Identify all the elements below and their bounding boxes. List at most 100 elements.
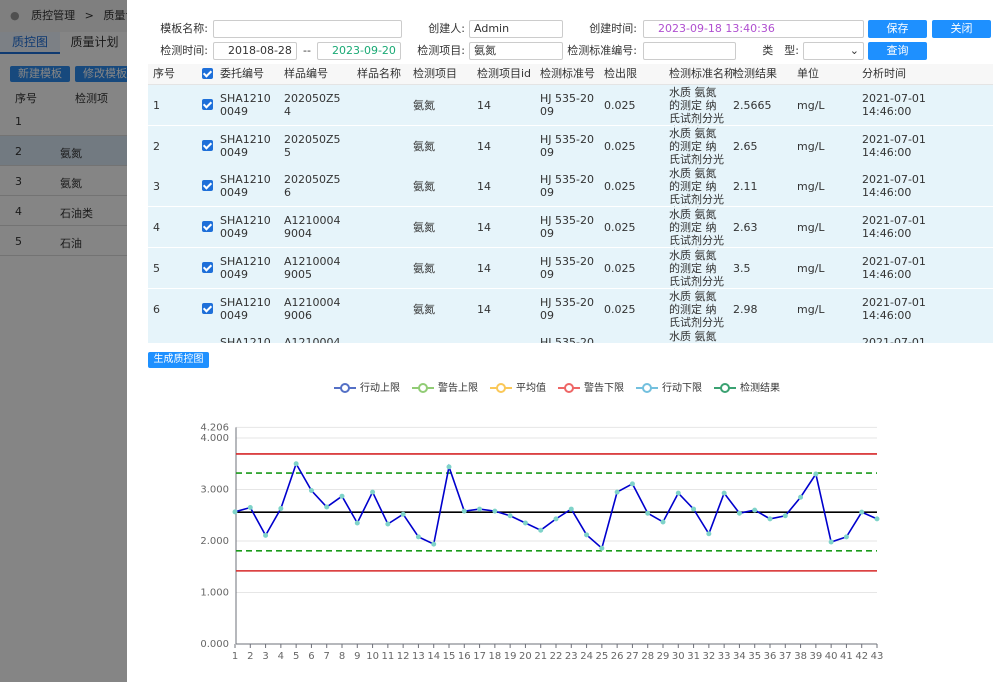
- y-tick-label: 1.000: [200, 588, 229, 599]
- x-tick-label: 31: [687, 651, 700, 662]
- result-line: [235, 464, 877, 548]
- point: [325, 505, 329, 509]
- point: [676, 491, 680, 495]
- legend: 行动上限 警告上限 平均值 警告下限 行动下限 检测结果: [334, 381, 780, 394]
- legend-item: 警告上限: [412, 381, 478, 394]
- x-tick-label: 19: [504, 651, 517, 662]
- x-tick-label: 17: [473, 651, 486, 662]
- x-tick-label: 39: [809, 651, 822, 662]
- point: [585, 533, 589, 537]
- x-tick-label: 36: [764, 651, 777, 662]
- x-tick-label: 14: [427, 651, 440, 662]
- point: [737, 511, 741, 515]
- x-tick-label: 38: [794, 651, 807, 662]
- x-tick-label: 25: [595, 651, 608, 662]
- point: [554, 517, 558, 521]
- point: [248, 506, 252, 510]
- point: [355, 521, 359, 525]
- point: [814, 472, 818, 476]
- legend-label: 行动下限: [662, 381, 702, 394]
- point: [340, 494, 344, 498]
- x-tick-label: 27: [626, 651, 639, 662]
- x-tick-label: 42: [855, 651, 868, 662]
- x-tick-label: 2: [247, 651, 253, 662]
- x-tick-label: 6: [308, 651, 314, 662]
- x-tick-label: 1: [232, 651, 238, 662]
- legend-item: 检测结果: [714, 381, 780, 394]
- x-tick-label: 40: [825, 651, 838, 662]
- point: [371, 490, 375, 494]
- point: [630, 482, 634, 486]
- point: [860, 510, 864, 514]
- x-tick-label: 23: [565, 651, 578, 662]
- point: [264, 533, 268, 537]
- point: [753, 508, 757, 512]
- x-tick-label: 43: [871, 651, 884, 662]
- point: [600, 546, 604, 550]
- point: [478, 507, 482, 511]
- legend-item: 平均值: [490, 381, 546, 394]
- legend-label: 检测结果: [740, 381, 780, 394]
- x-tick-label: 12: [397, 651, 410, 662]
- legend-label: 行动上限: [360, 381, 400, 394]
- x-tick-label: 30: [672, 651, 685, 662]
- legend-marker: [721, 384, 729, 392]
- x-tick-label: 34: [733, 651, 746, 662]
- modal: 模板名称: 创建人: Admin 创建时间: 2023-09-18 13:40:…: [127, 0, 1000, 682]
- x-tick-label: 37: [779, 651, 792, 662]
- x-tick-label: 22: [550, 651, 563, 662]
- legend-item: 行动下限: [636, 381, 702, 394]
- y-tick-label: 4.206: [200, 422, 229, 433]
- point: [294, 462, 298, 466]
- point: [309, 489, 313, 493]
- x-tick-label: 24: [580, 651, 593, 662]
- point: [799, 495, 803, 499]
- x-tick-label: 26: [611, 651, 624, 662]
- point: [661, 520, 665, 524]
- x-tick-label: 13: [412, 651, 425, 662]
- legend-item: 警告下限: [558, 381, 624, 394]
- point: [508, 514, 512, 518]
- x-tick-label: 8: [339, 651, 345, 662]
- x-tick-label: 9: [354, 651, 360, 662]
- point: [386, 522, 390, 526]
- point: [523, 521, 527, 525]
- point: [615, 490, 619, 494]
- x-tick-label: 4: [278, 651, 284, 662]
- point: [493, 509, 497, 513]
- x-tick-label: 20: [519, 651, 532, 662]
- y-tick-label: 2.000: [200, 536, 229, 547]
- y-tick-label: 4.000: [200, 433, 229, 444]
- point: [829, 540, 833, 544]
- point: [432, 542, 436, 546]
- x-tick-label: 11: [381, 651, 394, 662]
- point: [646, 511, 650, 515]
- x-tick-label: 15: [443, 651, 456, 662]
- x-tick-label: 28: [641, 651, 654, 662]
- legend-label: 平均值: [516, 381, 546, 394]
- x-tick-label: 10: [366, 651, 379, 662]
- point: [279, 507, 283, 511]
- x-tick-label: 3: [262, 651, 268, 662]
- point: [844, 535, 848, 539]
- point: [569, 507, 573, 511]
- point: [447, 465, 451, 469]
- point: [875, 517, 879, 521]
- x-tick-label: 7: [324, 651, 330, 662]
- legend-label: 警告下限: [584, 381, 624, 394]
- x-tick-label: 16: [458, 651, 471, 662]
- x-tick-label: 21: [534, 651, 547, 662]
- x-tick-label: 29: [657, 651, 670, 662]
- legend-marker: [497, 384, 505, 392]
- legend-item: 行动上限: [334, 381, 400, 394]
- x-tick-label: 32: [702, 651, 715, 662]
- legend-marker: [643, 384, 651, 392]
- point: [462, 509, 466, 513]
- point: [768, 517, 772, 521]
- point: [233, 510, 237, 514]
- legend-marker: [419, 384, 427, 392]
- x-tick-label: 33: [718, 651, 731, 662]
- legend-label: 警告上限: [438, 381, 478, 394]
